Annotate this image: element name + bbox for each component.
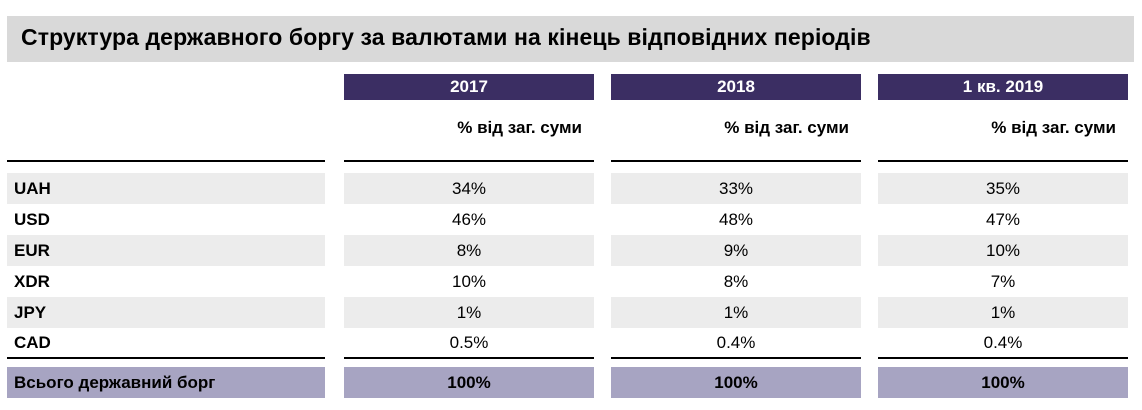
cell-cad-2017: 0.5% (449, 333, 489, 352)
page-title: Структура державного боргу за валютами н… (21, 24, 871, 50)
cell-cad-q1-2019: 0.4% (983, 333, 1023, 352)
total-2018: 100% (714, 373, 758, 392)
row-band (611, 297, 861, 328)
cell-cad-2018: 0.4% (716, 333, 756, 352)
footer-rule (878, 357, 1128, 359)
cell-xdr-2018: 8% (723, 272, 749, 291)
cell-uah-q1-2019: 35% (985, 179, 1021, 198)
cell-eur-2017: 8% (456, 241, 482, 260)
footer-rule (344, 357, 594, 359)
row-band (878, 235, 1128, 266)
row-band (7, 235, 325, 266)
row-band (7, 173, 325, 204)
row-band (344, 297, 594, 328)
year-header-2018: 2018 (611, 74, 861, 100)
row-label-jpy: JPY (14, 303, 47, 322)
header-rule (344, 160, 594, 162)
row-label-cad: CAD (14, 333, 51, 352)
total-band (344, 367, 594, 398)
total-2017: 100% (447, 373, 491, 392)
row-band (344, 235, 594, 266)
unit-caption-q1-2019: % від заг. суми (991, 118, 1116, 137)
total-label: Всього державний борг (14, 373, 216, 392)
total-band (611, 367, 861, 398)
cell-usd-2018: 48% (718, 210, 754, 229)
row-label-usd: USD (14, 210, 50, 229)
title-bar: Структура державного боргу за валютами н… (7, 16, 1134, 62)
row-label-xdr: XDR (14, 272, 50, 291)
row-band (878, 297, 1128, 328)
year-header-q1-2019: 1 кв. 2019 (878, 74, 1128, 100)
total-band (7, 367, 325, 398)
cell-eur-q1-2019: 10% (985, 241, 1021, 260)
header-rule (7, 160, 325, 162)
row-band (611, 173, 861, 204)
row-band (611, 235, 861, 266)
row-label-eur: EUR (14, 241, 50, 260)
total-q1-2019: 100% (981, 373, 1025, 392)
cell-jpy-q1-2019: 1% (990, 303, 1016, 322)
cell-jpy-2017: 1% (456, 303, 482, 322)
unit-caption-2018: % від заг. суми (724, 118, 849, 137)
row-band (344, 173, 594, 204)
unit-caption-2017: % від заг. суми (457, 118, 582, 137)
cell-xdr-q1-2019: 7% (990, 272, 1016, 291)
cell-uah-2018: 33% (718, 179, 754, 198)
total-band (878, 367, 1128, 398)
year-header-2017: 2017 (344, 74, 594, 100)
row-band (878, 173, 1128, 204)
footer-rule (7, 357, 325, 359)
row-band (7, 297, 325, 328)
cell-usd-q1-2019: 47% (985, 210, 1021, 229)
cell-uah-2017: 34% (451, 179, 487, 198)
cell-xdr-2017: 10% (451, 272, 487, 291)
row-label-uah: UAH (14, 179, 51, 198)
cell-eur-2018: 9% (723, 241, 749, 260)
footer-rule (611, 357, 861, 359)
cell-usd-2017: 46% (451, 210, 487, 229)
header-rule (611, 160, 861, 162)
header-rule (878, 160, 1128, 162)
cell-jpy-2018: 1% (723, 303, 749, 322)
